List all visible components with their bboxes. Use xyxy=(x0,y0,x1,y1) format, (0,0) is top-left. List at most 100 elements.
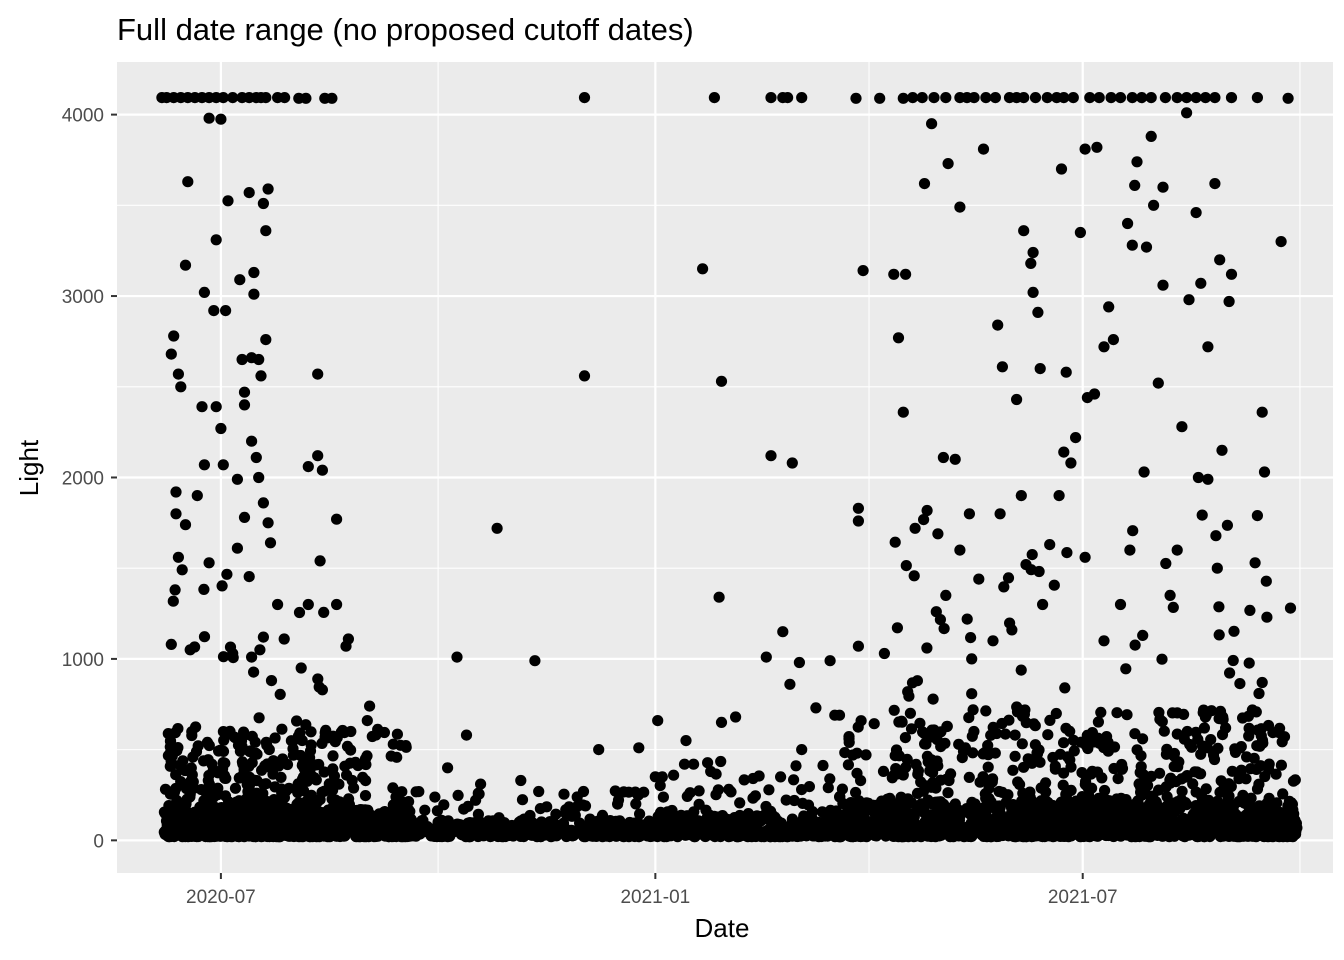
data-point xyxy=(1064,725,1076,738)
data-point xyxy=(1060,792,1072,804)
data-point xyxy=(208,305,220,317)
data-point xyxy=(916,92,928,104)
data-point xyxy=(954,544,966,556)
data-point xyxy=(999,728,1012,740)
data-point xyxy=(1245,792,1257,804)
data-point xyxy=(1209,178,1221,190)
data-point xyxy=(331,598,343,611)
data-point xyxy=(1171,707,1183,719)
data-point xyxy=(429,791,441,803)
data-point xyxy=(1059,812,1071,824)
data-point xyxy=(243,187,255,199)
data-point xyxy=(215,422,227,435)
data-point xyxy=(1112,773,1124,785)
data-point xyxy=(1190,786,1202,798)
data-point xyxy=(987,721,999,734)
data-point xyxy=(804,813,816,826)
data-point xyxy=(870,826,882,838)
data-point xyxy=(1190,207,1202,219)
data-point xyxy=(675,816,687,828)
data-point xyxy=(361,715,373,727)
data-point xyxy=(1009,750,1021,762)
data-point xyxy=(970,803,982,815)
data-point xyxy=(810,702,822,714)
data-point xyxy=(612,798,624,810)
data-point xyxy=(513,816,525,828)
data-point xyxy=(747,772,759,785)
data-point xyxy=(305,769,317,781)
data-point xyxy=(861,797,873,809)
data-point xyxy=(217,829,229,841)
data-point xyxy=(305,726,317,738)
data-point xyxy=(727,814,739,826)
data-point xyxy=(318,785,330,797)
data-point xyxy=(237,822,249,835)
data-point xyxy=(654,780,666,792)
data-point xyxy=(170,486,182,498)
data-point xyxy=(198,631,211,643)
data-point xyxy=(255,370,267,382)
data-point xyxy=(986,829,998,841)
data-point xyxy=(1211,562,1223,574)
data-point xyxy=(1170,825,1182,838)
data-point xyxy=(1127,525,1139,537)
data-point xyxy=(857,265,869,277)
data-point xyxy=(797,797,809,810)
data-point xyxy=(316,464,328,476)
data-point xyxy=(1154,713,1166,725)
data-point xyxy=(1011,393,1023,406)
data-point xyxy=(1213,601,1225,613)
data-point xyxy=(174,759,186,771)
data-point xyxy=(900,560,912,572)
data-point xyxy=(982,761,994,773)
data-point xyxy=(1178,733,1190,745)
data-point xyxy=(918,514,930,526)
data-point xyxy=(198,459,210,471)
data-point xyxy=(1011,701,1023,713)
data-point xyxy=(359,753,372,765)
data-point xyxy=(747,792,759,804)
data-point xyxy=(1214,831,1227,843)
data-point xyxy=(1041,92,1053,104)
data-point xyxy=(836,822,848,834)
data-point xyxy=(1164,589,1176,602)
data-point xyxy=(190,721,202,733)
data-point xyxy=(968,725,980,738)
data-point xyxy=(172,368,184,380)
data-point xyxy=(1276,736,1288,748)
data-point xyxy=(1063,802,1076,814)
data-point xyxy=(1131,156,1143,168)
data-point xyxy=(1195,768,1207,780)
data-point xyxy=(217,651,230,663)
data-point xyxy=(824,773,836,785)
data-point xyxy=(264,537,277,549)
data-point xyxy=(686,815,698,827)
data-point xyxy=(176,821,188,834)
data-point xyxy=(987,773,999,785)
data-point xyxy=(1058,92,1070,104)
data-point xyxy=(678,758,691,770)
data-point xyxy=(1148,199,1160,211)
data-point xyxy=(834,791,846,803)
data-point xyxy=(201,736,213,749)
data-point xyxy=(693,785,705,797)
data-point xyxy=(432,816,444,828)
data-point xyxy=(475,778,487,790)
data-point xyxy=(959,742,972,754)
data-point xyxy=(680,735,692,747)
data-point xyxy=(1003,714,1015,726)
data-point xyxy=(973,573,985,585)
data-point xyxy=(1079,143,1091,155)
data-point xyxy=(195,784,207,796)
data-point xyxy=(1014,778,1026,791)
data-point xyxy=(1055,163,1068,175)
data-point xyxy=(1221,519,1233,531)
data-point xyxy=(557,817,570,829)
data-point xyxy=(1145,130,1157,142)
data-point xyxy=(993,785,1005,798)
data-point xyxy=(1160,781,1172,793)
data-point xyxy=(180,782,192,795)
data-point xyxy=(1080,739,1092,752)
data-point xyxy=(267,755,279,767)
data-point xyxy=(1115,830,1127,842)
